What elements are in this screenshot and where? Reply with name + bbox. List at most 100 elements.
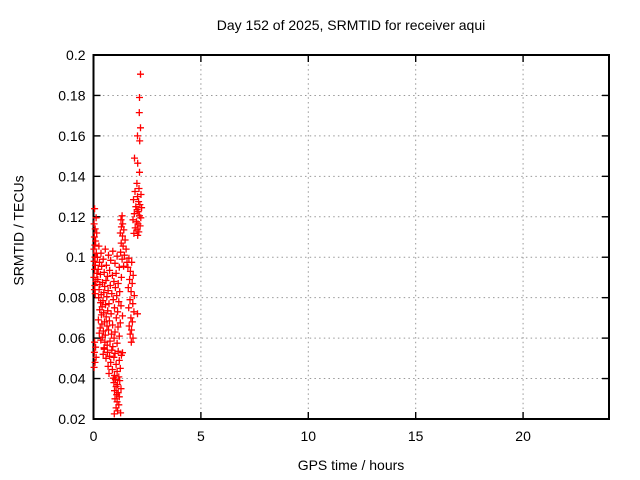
data-point-marker	[117, 216, 125, 224]
data-point-marker	[110, 379, 118, 387]
data-point-marker	[104, 307, 112, 315]
data-point-marker	[97, 299, 105, 307]
data-point-marker	[107, 358, 115, 366]
data-point-marker	[90, 220, 98, 228]
data-point-marker	[108, 271, 116, 279]
data-point-marker	[95, 286, 103, 294]
data-point-marker	[110, 353, 118, 361]
data-point-marker	[137, 124, 144, 132]
data-point-marker	[129, 334, 137, 342]
data-point-marker	[96, 270, 104, 278]
data-point-marker	[111, 259, 119, 267]
data-point-marker	[109, 343, 117, 351]
data-point-marker	[116, 377, 124, 385]
data-point-marker	[130, 292, 138, 300]
data-point-marker	[135, 109, 143, 117]
data-point-marker	[102, 261, 110, 269]
data-point-marker	[116, 288, 124, 296]
data-point-marker	[106, 337, 114, 345]
data-point-marker	[101, 283, 109, 290]
data-point-marker	[110, 278, 118, 285]
data-point-marker	[108, 290, 116, 298]
data-point-marker	[126, 276, 134, 283]
y-tick-label: 0.02	[58, 411, 85, 427]
data-point-marker	[93, 269, 101, 277]
data-point-marker	[121, 236, 129, 244]
data-point-marker	[90, 245, 98, 253]
data-point-marker	[97, 336, 105, 344]
data-point-marker	[102, 313, 110, 321]
data-point-marker	[119, 312, 126, 320]
data-point-marker	[93, 253, 101, 261]
data-point-marker	[136, 137, 144, 145]
data-point-marker	[135, 228, 143, 236]
data-point-marker	[101, 245, 109, 253]
data-point-marker	[110, 334, 118, 342]
data-point-marker	[119, 220, 127, 228]
data-point-marker	[105, 317, 113, 325]
data-point-marker	[116, 319, 124, 327]
data-point-marker	[134, 159, 142, 167]
data-point-marker	[96, 324, 104, 332]
data-point-marker	[112, 314, 120, 322]
data-point-marker	[91, 225, 99, 233]
data-point-marker	[90, 348, 98, 356]
y-tick-label: 0.04	[58, 371, 85, 387]
data-point-marker	[118, 255, 126, 263]
plot-border	[92, 54, 610, 420]
y-tick-label: 0.2	[66, 47, 86, 63]
data-point-marker	[94, 265, 102, 273]
x-tick-label: 20	[515, 428, 531, 444]
data-point-marker	[126, 267, 134, 275]
data-point-marker	[100, 345, 108, 353]
data-point-marker	[127, 314, 135, 322]
data-point-marker	[111, 284, 119, 292]
data-point-marker	[109, 296, 117, 304]
data-point-marker	[102, 354, 110, 362]
data-point-marker	[128, 280, 136, 287]
data-point-marker	[108, 330, 115, 338]
data-point-marker	[137, 214, 145, 222]
data-point-marker	[94, 276, 102, 283]
data-point-marker	[117, 351, 125, 359]
data-point-marker	[103, 293, 111, 301]
data-point-marker	[129, 300, 137, 308]
data-point-marker	[107, 310, 115, 318]
data-point-marker	[117, 248, 125, 256]
data-point-marker	[113, 292, 121, 300]
x-axis-label: GPS time / hours	[297, 457, 405, 473]
x-tick-label: 5	[197, 428, 205, 444]
data-point-marker	[111, 387, 118, 395]
data-point-marker	[117, 273, 125, 281]
data-point-marker	[95, 329, 103, 337]
data-point-marker	[90, 363, 98, 371]
data-point-marker	[119, 242, 127, 250]
data-point-marker	[112, 360, 120, 368]
data-point-marker	[91, 358, 99, 366]
data-point-marker	[134, 231, 142, 239]
chart-title: Day 152 of 2025, SRMTID for receiver aqu…	[216, 17, 486, 33]
data-point-marker	[92, 214, 100, 222]
data-point-marker	[99, 255, 107, 263]
data-point-marker	[98, 262, 106, 270]
data-point-marker	[131, 154, 138, 162]
data-point-marker	[117, 385, 125, 393]
data-point-marker	[91, 205, 99, 213]
data-point-marker	[115, 263, 123, 271]
data-point-marker	[130, 308, 138, 316]
data-point-marker	[111, 304, 118, 312]
data-point-marker	[135, 185, 143, 192]
data-point-marker	[136, 222, 144, 230]
data-point-marker	[104, 362, 112, 370]
data-point-marker	[97, 249, 105, 257]
x-tick-label: 15	[408, 428, 424, 444]
data-point-marker	[112, 269, 120, 277]
data-point-marker	[134, 132, 141, 140]
data-point-marker	[103, 322, 111, 330]
data-point-marker	[104, 348, 111, 356]
data-point-marker	[113, 339, 121, 347]
data-point-marker	[128, 258, 136, 266]
data-point-marker	[114, 308, 122, 316]
